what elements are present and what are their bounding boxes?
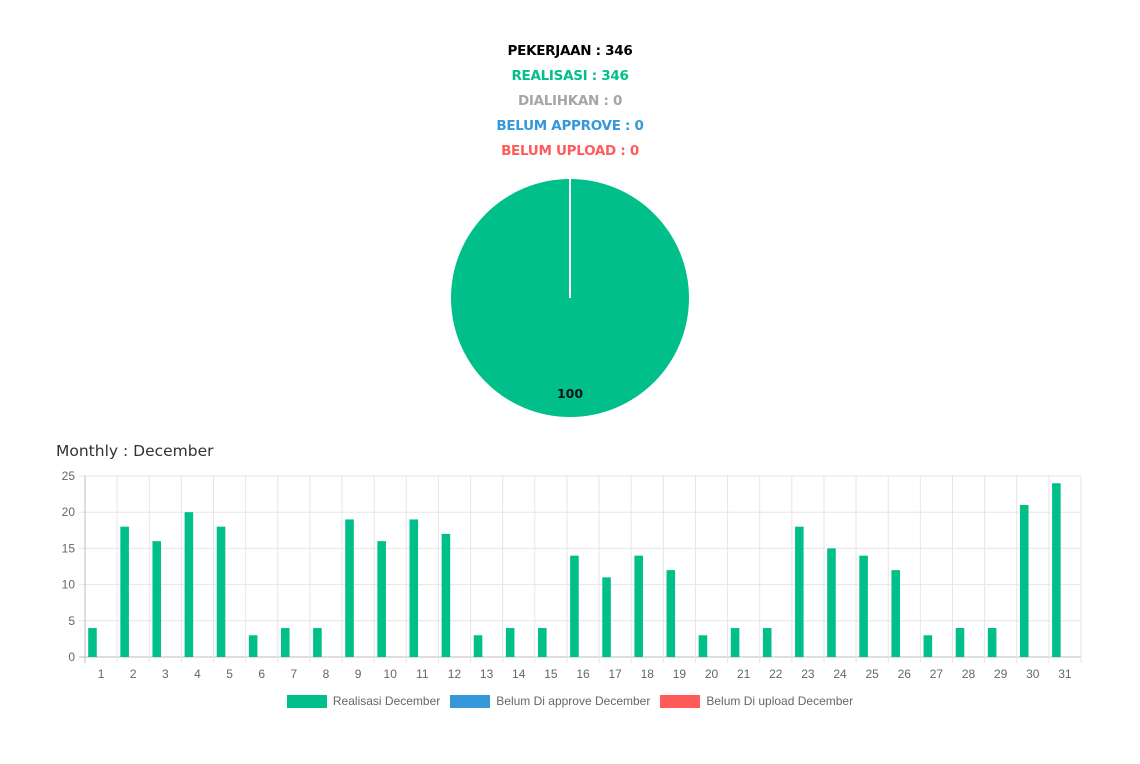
x-tick-label: 25 <box>865 667 879 681</box>
x-tick-label: 2 <box>130 667 137 681</box>
bar-26[interactable] <box>891 570 901 657</box>
x-tick-label: 10 <box>384 667 398 681</box>
x-tick-label: 3 <box>162 667 169 681</box>
x-tick-label: 19 <box>673 667 687 681</box>
x-tick-label: 24 <box>833 667 847 681</box>
bar-30[interactable] <box>1019 504 1029 657</box>
y-tick-label: 10 <box>62 578 76 592</box>
bar-24[interactable] <box>827 548 836 657</box>
x-tick-label: 12 <box>448 667 462 681</box>
belum-upload-count: BELUM UPLOAD : 0 <box>501 143 639 159</box>
monthly-title: Monthly : December <box>56 442 214 460</box>
bar-17[interactable] <box>602 577 611 657</box>
legend-swatch <box>660 694 701 708</box>
x-tick-label: 29 <box>994 667 1008 681</box>
legend-item-1[interactable]: Belum Di approve December <box>450 694 650 708</box>
x-tick-label: 23 <box>801 667 815 681</box>
bar-9[interactable] <box>345 519 354 657</box>
bar-12[interactable] <box>441 533 451 657</box>
bar-5[interactable] <box>216 526 226 657</box>
legend-label: Belum Di approve December <box>496 694 651 708</box>
legend-label: Belum Di upload December <box>706 694 854 708</box>
x-tick-label: 22 <box>769 667 783 681</box>
bar-3[interactable] <box>152 541 162 657</box>
bar-1[interactable] <box>88 628 97 657</box>
bar-31[interactable] <box>1052 483 1061 657</box>
x-tick-label: 27 <box>930 667 944 681</box>
bar-8[interactable] <box>313 628 322 657</box>
x-tick-label: 7 <box>290 667 297 681</box>
x-tick-label: 20 <box>705 667 719 681</box>
x-tick-label: 1 <box>98 667 105 681</box>
bar-25[interactable] <box>859 555 868 657</box>
bar-11[interactable] <box>409 519 419 657</box>
dialihkan-count: DIALIHKAN : 0 <box>517 93 623 109</box>
chart-legend: Realisasi December Belum Di approve Decem… <box>0 694 1140 708</box>
x-tick-label: 15 <box>544 667 558 681</box>
legend-item-0[interactable]: Realisasi December <box>286 694 441 708</box>
x-tick-label: 6 <box>258 667 265 681</box>
x-tick-label: 9 <box>355 667 362 681</box>
bar-21[interactable] <box>730 628 740 657</box>
x-tick-label: 17 <box>608 667 622 681</box>
y-tick-label: 0 <box>68 650 75 664</box>
x-tick-label: 21 <box>737 667 751 681</box>
x-tick-label: 18 <box>641 667 655 681</box>
y-tick-label: 25 <box>62 469 76 483</box>
pie-chart: 100 <box>451 179 689 417</box>
x-tick-label: 11 <box>416 667 429 681</box>
bar-15[interactable] <box>538 628 547 657</box>
y-tick-label: 15 <box>62 541 76 555</box>
bar-22[interactable] <box>762 628 772 657</box>
x-tick-label: 31 <box>1058 667 1072 681</box>
belum-approve-count: BELUM APPROVE : 0 <box>496 118 644 134</box>
y-tick-label: 20 <box>62 505 76 519</box>
bar-20[interactable] <box>698 635 708 657</box>
legend-swatch <box>450 694 491 708</box>
legend-swatch <box>286 694 327 708</box>
pie-data-label: 100 <box>557 386 583 401</box>
x-tick-label: 5 <box>226 667 233 681</box>
bar-19[interactable] <box>666 570 676 657</box>
bar-13[interactable] <box>473 635 483 657</box>
x-tick-label: 8 <box>323 667 330 681</box>
bar-2[interactable] <box>120 526 129 657</box>
bar-4[interactable] <box>184 512 194 657</box>
x-tick-label: 16 <box>576 667 590 681</box>
y-tick-label: 5 <box>68 614 75 628</box>
x-tick-label: 28 <box>962 667 976 681</box>
summary-stats: PEKERJAAN : 346 REALISASI : 346 DIALIHKA… <box>0 43 1140 168</box>
bar-29[interactable] <box>987 628 997 657</box>
x-tick-label: 4 <box>194 667 201 681</box>
bar-14[interactable] <box>505 628 515 657</box>
legend-item-2[interactable]: Belum Di upload December <box>660 694 853 708</box>
bar-16[interactable] <box>570 555 579 657</box>
bar-18[interactable] <box>634 555 643 657</box>
bar-7[interactable] <box>280 628 290 657</box>
bar-27[interactable] <box>923 635 933 657</box>
x-tick-label: 26 <box>898 667 912 681</box>
bar-28[interactable] <box>955 628 965 657</box>
pekerjaan-count: PEKERJAAN : 346 <box>507 43 633 59</box>
x-tick-label: 14 <box>512 667 526 681</box>
x-tick-label: 30 <box>1026 667 1040 681</box>
realisasi-count: REALISASI : 346 <box>511 68 629 84</box>
bar-23[interactable] <box>795 526 804 657</box>
bar-10[interactable] <box>377 541 386 657</box>
x-tick-label: 13 <box>480 667 494 681</box>
legend-label: Realisasi December <box>332 694 441 708</box>
bar-6[interactable] <box>248 635 258 657</box>
